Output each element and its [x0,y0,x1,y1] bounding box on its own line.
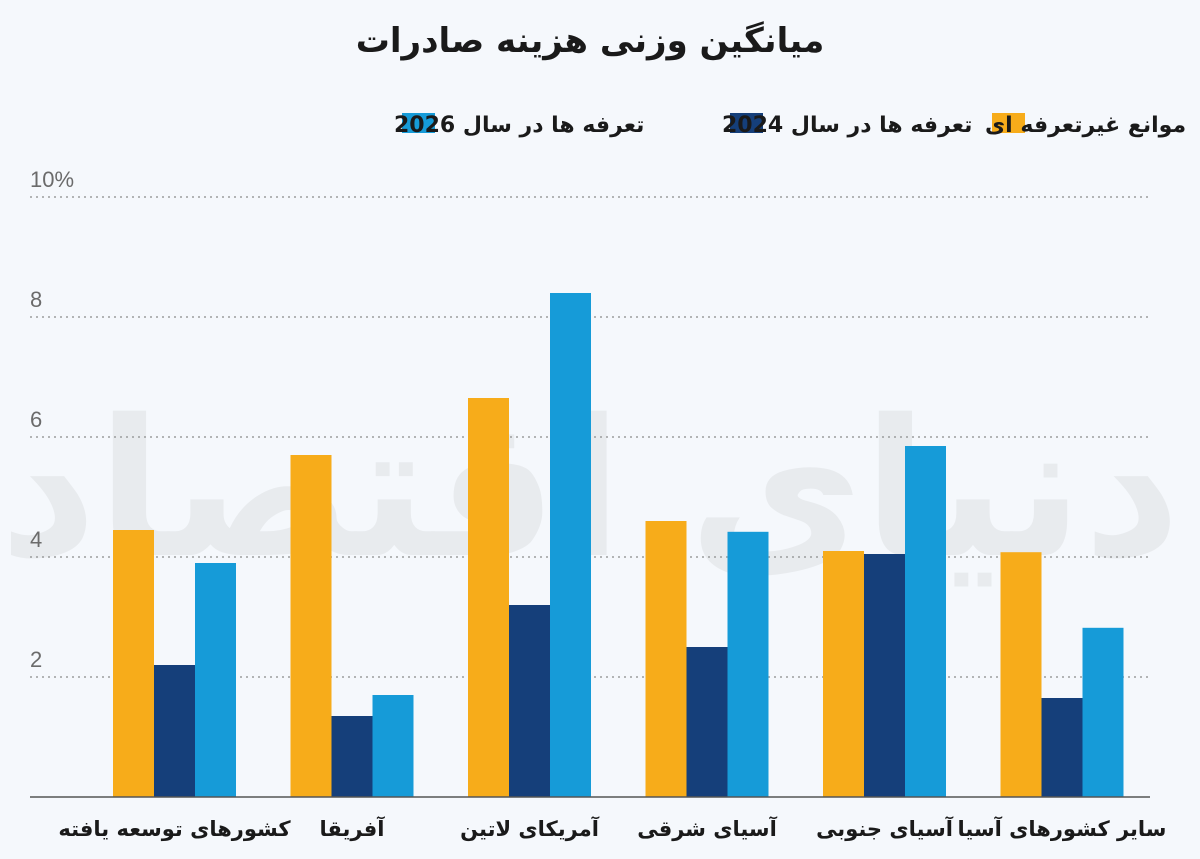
bars [113,293,1124,797]
legend-swatch [992,113,1025,133]
x-tick-label: آسیای شرقی [637,816,777,841]
y-tick-label: 4 [30,527,42,552]
y-tick-label: 8 [30,287,42,312]
bar [1000,552,1042,797]
bar [1041,698,1083,797]
legend-swatch [730,113,763,133]
bar [372,695,414,797]
bar [331,716,373,797]
bar [550,293,591,797]
bar [645,521,687,797]
bar [864,554,905,797]
y-axis-ticks: 10% 8 6 4 2 [30,167,74,672]
legend-swatch [402,113,435,133]
bar [290,455,332,797]
chart-title: میانگین وزنی هزینه صادرات [356,21,825,61]
bar [154,665,195,797]
x-tick-label: آمریکای لاتین [460,816,600,841]
x-tick-label: آفریقا [320,816,386,841]
legend: موانع غیرتعرفه ای تعرفه ها در سال 2024 تعر… [394,113,1186,138]
x-axis-labels: کشورهای توسعه یافته آفریقا آمریکای لاتین آس… [58,816,1166,841]
y-tick-label: 6 [30,407,42,432]
y-tick-label: 2 [30,647,42,672]
legend-label: تعرفه ها در سال 2026 [394,113,644,138]
legend-label: تعرفه ها در سال 2024 [722,113,972,138]
x-tick-label: کشورهای توسعه یافته [58,817,291,841]
bar [195,563,236,797]
legend-label: موانع غیرتعرفه ای [985,113,1186,138]
x-tick-label: سایر کشورهای آسیا [958,816,1167,841]
bar [905,446,946,797]
bar [686,647,728,797]
bar [468,398,509,797]
bar [727,531,769,797]
y-tick-label: 10% [30,167,74,192]
bar [113,530,154,797]
bar [1082,627,1124,797]
bar [509,605,550,797]
x-tick-label: آسیای جنوبی [816,816,954,841]
bar [823,551,864,797]
